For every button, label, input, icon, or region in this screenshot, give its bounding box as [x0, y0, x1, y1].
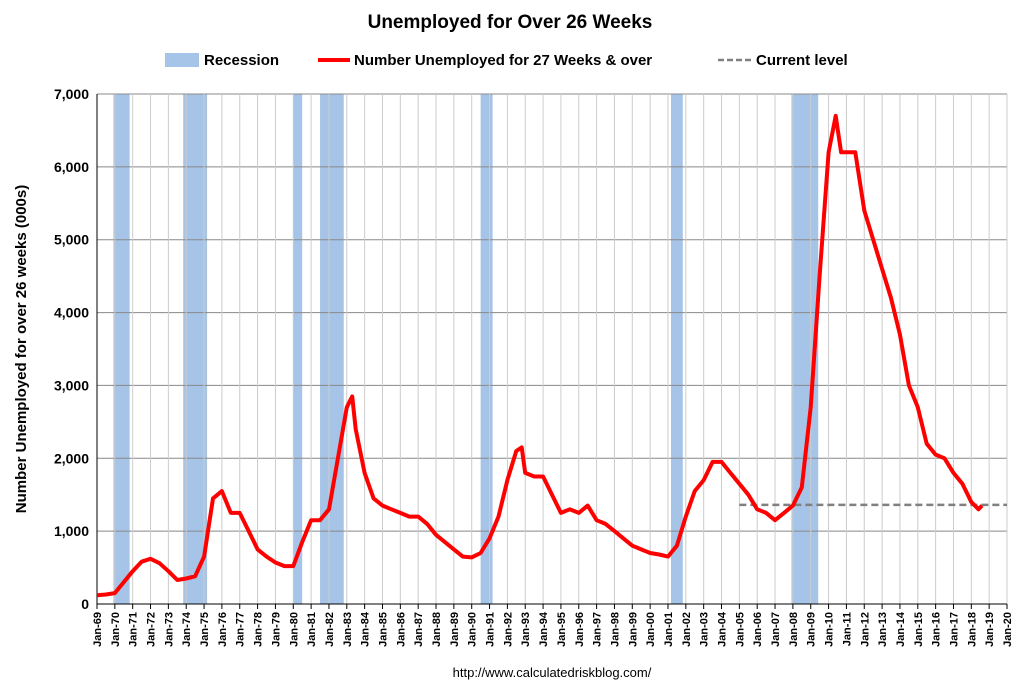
- x-tick-label: Jan-92: [502, 612, 514, 647]
- x-tick-label: Jan-82: [324, 612, 336, 647]
- x-tick-label: Jan-76: [217, 612, 229, 647]
- x-tick-label: Jan-91: [485, 612, 497, 647]
- x-tick-label: Jan-13: [877, 612, 889, 647]
- x-tick-label: Jan-96: [574, 612, 586, 647]
- x-tick-label: Jan-12: [859, 612, 871, 647]
- series-line: [96, 113, 984, 598]
- y-tick-label: 5,000: [54, 232, 89, 248]
- x-tick-label: Jan-73: [163, 612, 175, 647]
- x-tick-label: Jan-15: [913, 612, 925, 647]
- y-tick-label: 1,000: [54, 523, 89, 539]
- y-tick-label: 7,000: [54, 86, 89, 102]
- x-tick-label: Jan-19: [984, 612, 996, 647]
- x-tick-label: Jan-78: [253, 612, 265, 647]
- legend-label: Recession: [204, 52, 279, 69]
- x-tick-label: Jan-16: [931, 612, 943, 647]
- x-tick-label: Jan-02: [681, 612, 693, 647]
- x-tick-label: Jan-97: [592, 612, 604, 647]
- x-tick-label: Jan-87: [413, 612, 425, 647]
- y-tick-label: 6,000: [54, 159, 89, 175]
- x-tick-label: Jan-70: [110, 612, 122, 647]
- y-axis-label: Number Unemployed for over 26 weeks (000…: [13, 185, 30, 513]
- x-tick-label: Jan-09: [806, 612, 818, 647]
- y-tick-label: 4,000: [54, 305, 89, 321]
- x-tick-label: Jan-89: [449, 612, 461, 647]
- x-tick-label: Jan-99: [627, 612, 639, 647]
- recession-band: [293, 94, 303, 604]
- x-tick-label: Jan-94: [538, 611, 550, 647]
- x-tick-label: Jan-84: [360, 611, 372, 647]
- x-tick-label: Jan-00: [645, 612, 657, 647]
- x-tick-label: Jan-06: [752, 612, 764, 647]
- y-tick-label: 3,000: [54, 377, 89, 393]
- x-tick-label: Jan-17: [948, 612, 960, 647]
- recession-band: [480, 94, 493, 604]
- x-tick-label: Jan-01: [663, 612, 675, 647]
- x-tick-label: Jan-88: [431, 612, 443, 647]
- x-tick-label: Jan-80: [288, 612, 300, 647]
- x-tick-label: Jan-90: [467, 612, 479, 647]
- legend-label: Current level: [756, 52, 848, 69]
- y-tick-label: 2,000: [54, 450, 89, 466]
- legend-swatch: [165, 53, 199, 67]
- x-tick-label: Jan-03: [699, 612, 711, 647]
- legend-label: Number Unemployed for 27 Weeks & over: [354, 52, 652, 69]
- y-tick-label: 0: [81, 596, 89, 612]
- recession-band: [113, 94, 130, 604]
- x-tick-label: Jan-77: [235, 612, 247, 647]
- x-tick-label: Jan-75: [199, 612, 211, 647]
- x-tick-label: Jan-85: [377, 612, 389, 647]
- x-tick-label: Jan-86: [395, 612, 407, 647]
- x-tick-label: Jan-10: [824, 612, 836, 647]
- x-tick-label: Jan-93: [520, 612, 532, 647]
- source: http://www.calculatedriskblog.com/: [453, 665, 652, 680]
- chart-title: Unemployed for Over 26 Weeks: [368, 12, 653, 33]
- x-tick-label: Jan-14: [895, 611, 907, 647]
- x-tick-label: Jan-71: [128, 612, 140, 647]
- x-tick-label: Jan-05: [734, 612, 746, 647]
- recession-band: [183, 94, 208, 604]
- x-tick-label: Jan-98: [609, 612, 621, 647]
- x-tick-label: Jan-74: [181, 611, 193, 647]
- x-tick-label: Jan-11: [841, 612, 853, 646]
- x-tick-label: Jan-69: [92, 612, 104, 647]
- x-tick-label: Jan-08: [788, 612, 800, 647]
- x-tick-label: Jan-07: [770, 612, 782, 647]
- x-tick-label: Jan-95: [556, 612, 568, 647]
- recession-band: [671, 94, 683, 604]
- x-tick-label: Jan-20: [1002, 612, 1014, 647]
- x-tick-label: Jan-79: [270, 612, 282, 647]
- x-tick-label: Jan-81: [306, 612, 318, 647]
- x-tick-label: Jan-83: [342, 612, 354, 647]
- x-tick-label: Jan-18: [966, 612, 978, 647]
- recession-band: [320, 94, 344, 604]
- x-tick-label: Jan-04: [717, 611, 729, 647]
- x-tick-label: Jan-72: [146, 612, 158, 647]
